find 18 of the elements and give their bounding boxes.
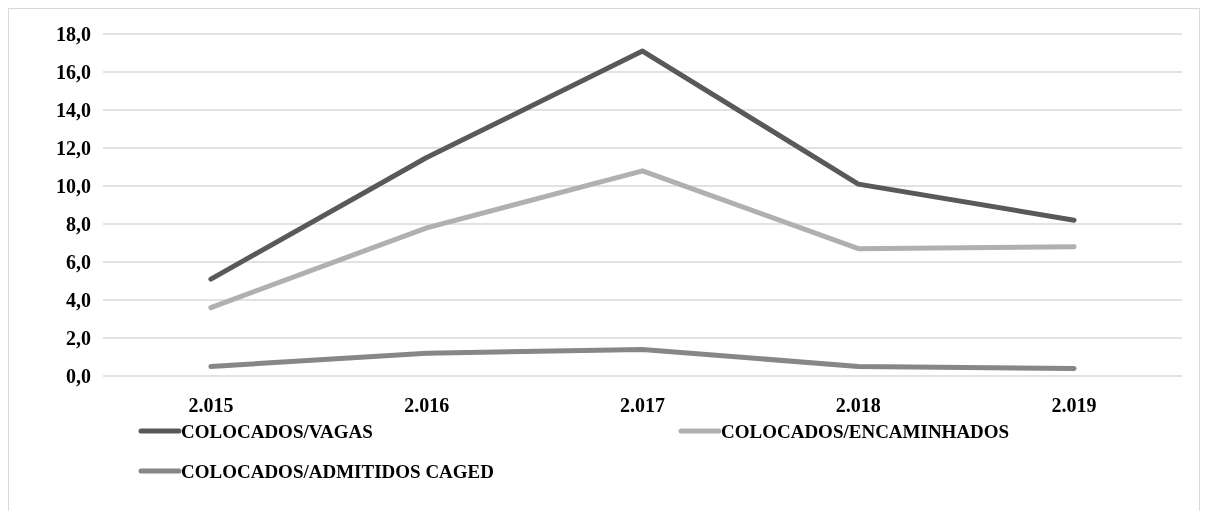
y-tick-label: 6,0 <box>66 251 91 273</box>
x-tick-label: 2.018 <box>835 394 881 416</box>
legend-label: COLOCADOS/VAGAS <box>181 420 373 442</box>
x-tick-label: 2.015 <box>188 394 234 416</box>
y-tick-label: 12,0 <box>56 137 91 159</box>
y-tick-label: 18,0 <box>56 23 91 45</box>
y-tick-label: 8,0 <box>66 213 91 235</box>
x-tick-label: 2.016 <box>404 394 450 416</box>
y-tick-label: 14,0 <box>56 99 91 121</box>
y-tick-label: 16,0 <box>56 61 91 83</box>
x-tick-label: 2.019 <box>1051 394 1097 416</box>
y-tick-label: 4,0 <box>66 289 91 311</box>
y-tick-label: 0,0 <box>66 365 91 387</box>
y-tick-label: 10,0 <box>56 175 91 197</box>
legend-label: COLOCADOS/ENCAMINHADOS <box>721 420 1010 442</box>
legend-label: COLOCADOS/ADMITIDOS CAGED <box>181 460 495 482</box>
x-tick-label: 2.017 <box>620 394 665 416</box>
y-tick-label: 2,0 <box>66 327 91 349</box>
